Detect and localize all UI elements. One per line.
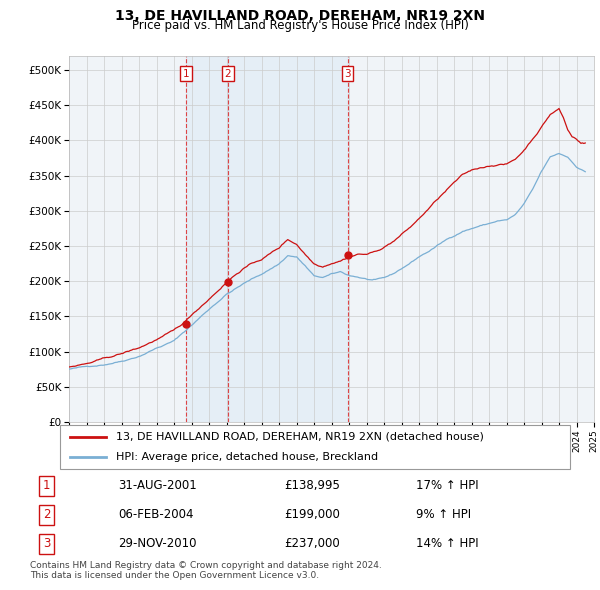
Text: £199,000: £199,000	[284, 508, 340, 522]
FancyBboxPatch shape	[60, 425, 570, 469]
Text: Contains HM Land Registry data © Crown copyright and database right 2024.
This d: Contains HM Land Registry data © Crown c…	[30, 560, 382, 580]
Text: 1: 1	[43, 479, 50, 492]
Text: £237,000: £237,000	[284, 537, 340, 550]
Text: 1: 1	[182, 68, 189, 78]
Text: 2: 2	[224, 68, 231, 78]
Text: £138,995: £138,995	[284, 479, 340, 492]
Text: HPI: Average price, detached house, Breckland: HPI: Average price, detached house, Brec…	[116, 452, 378, 461]
Text: 9% ↑ HPI: 9% ↑ HPI	[416, 508, 472, 522]
Point	[181, 319, 190, 329]
Point	[343, 250, 352, 260]
Bar	[228, 56, 347, 422]
Text: Price paid vs. HM Land Registry's House Price Index (HPI): Price paid vs. HM Land Registry's House …	[131, 19, 469, 32]
Bar	[185, 56, 228, 422]
Text: 3: 3	[43, 537, 50, 550]
Text: 31-AUG-2001: 31-AUG-2001	[118, 479, 197, 492]
Text: 14% ↑ HPI: 14% ↑ HPI	[416, 537, 479, 550]
Text: 13, DE HAVILLAND ROAD, DEREHAM, NR19 2XN: 13, DE HAVILLAND ROAD, DEREHAM, NR19 2XN	[115, 9, 485, 23]
Text: 17% ↑ HPI: 17% ↑ HPI	[416, 479, 479, 492]
Text: 13, DE HAVILLAND ROAD, DEREHAM, NR19 2XN (detached house): 13, DE HAVILLAND ROAD, DEREHAM, NR19 2XN…	[116, 432, 484, 442]
Point	[223, 277, 233, 287]
Text: 06-FEB-2004: 06-FEB-2004	[118, 508, 194, 522]
Text: 3: 3	[344, 68, 351, 78]
Text: 29-NOV-2010: 29-NOV-2010	[118, 537, 197, 550]
Text: 2: 2	[43, 508, 50, 522]
